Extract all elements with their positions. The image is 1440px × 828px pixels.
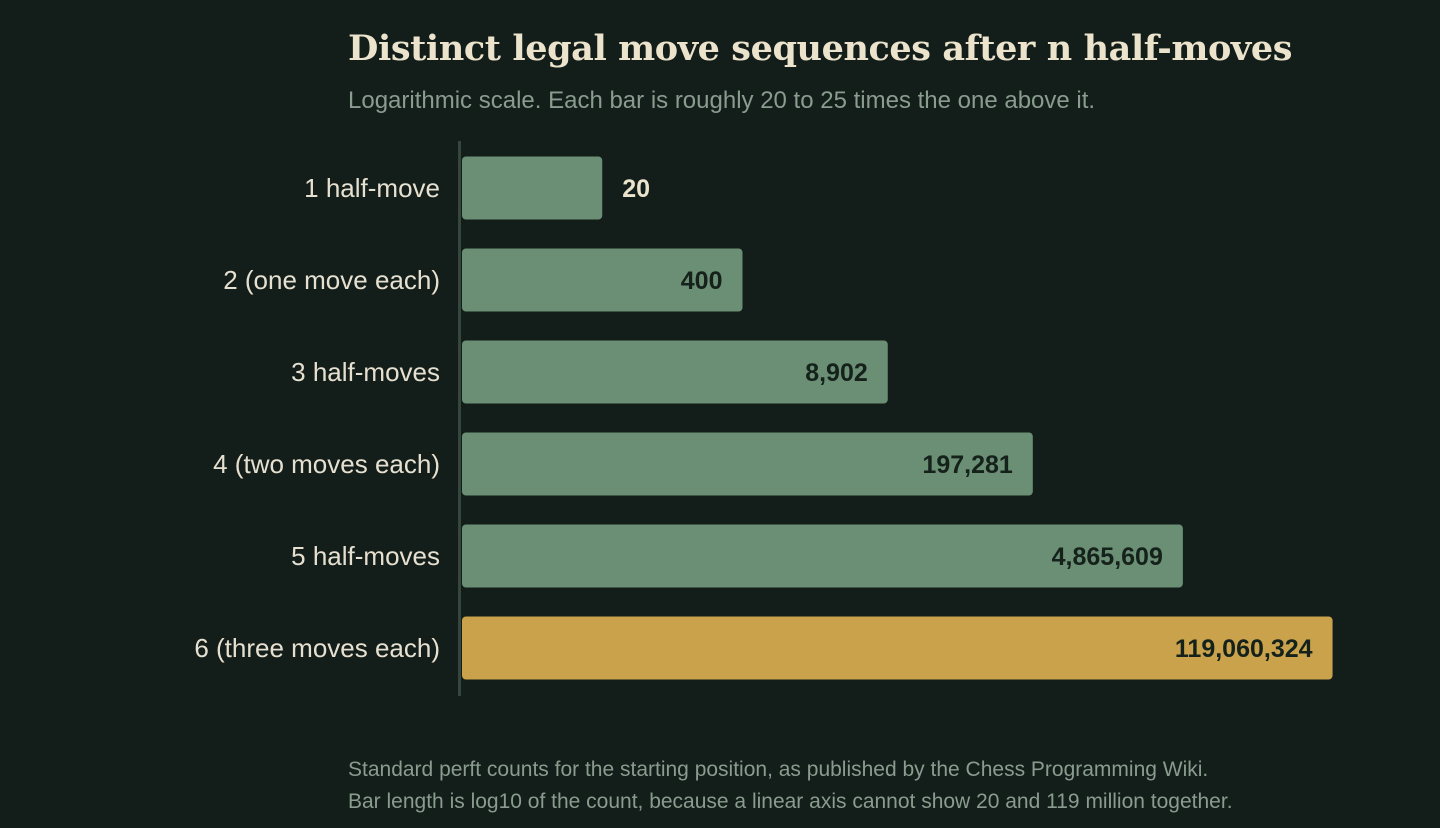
category-label-6: 6 (three moves each) xyxy=(194,633,440,663)
category-label-1: 1 half-move xyxy=(304,173,440,203)
value-label-1: 20 xyxy=(622,175,650,203)
value-label-5: 4,865,609 xyxy=(1052,543,1163,571)
footnote-line-2: Bar length is log10 of the count, becaus… xyxy=(348,790,1233,813)
bars-group: 1 half-move 20 2 (one move each) 400 3 half-… xyxy=(194,156,1333,680)
bar-1 xyxy=(462,156,603,220)
value-label-3: 8,902 xyxy=(805,359,868,387)
chart-subtitle: Logarithmic scale. Each bar is roughly 2… xyxy=(348,87,1095,114)
bar-5 xyxy=(462,524,1183,588)
category-label-2: 2 (one move each) xyxy=(223,265,440,295)
bar-2 xyxy=(462,248,743,312)
footnote-line-1: Standard perft counts for the starting p… xyxy=(348,758,1208,781)
bar-6 xyxy=(462,616,1333,680)
bar-3 xyxy=(462,340,888,404)
category-label-4: 4 (two moves each) xyxy=(213,449,440,479)
bar-4 xyxy=(462,432,1033,496)
category-label-3: 3 half-moves xyxy=(291,357,440,387)
chart-title: Distinct legal move sequences after n ha… xyxy=(348,28,1292,69)
value-label-4: 197,281 xyxy=(922,451,1012,479)
category-label-5: 5 half-moves xyxy=(291,541,440,571)
value-label-6: 119,060,324 xyxy=(1175,635,1313,663)
value-label-2: 400 xyxy=(681,267,723,295)
